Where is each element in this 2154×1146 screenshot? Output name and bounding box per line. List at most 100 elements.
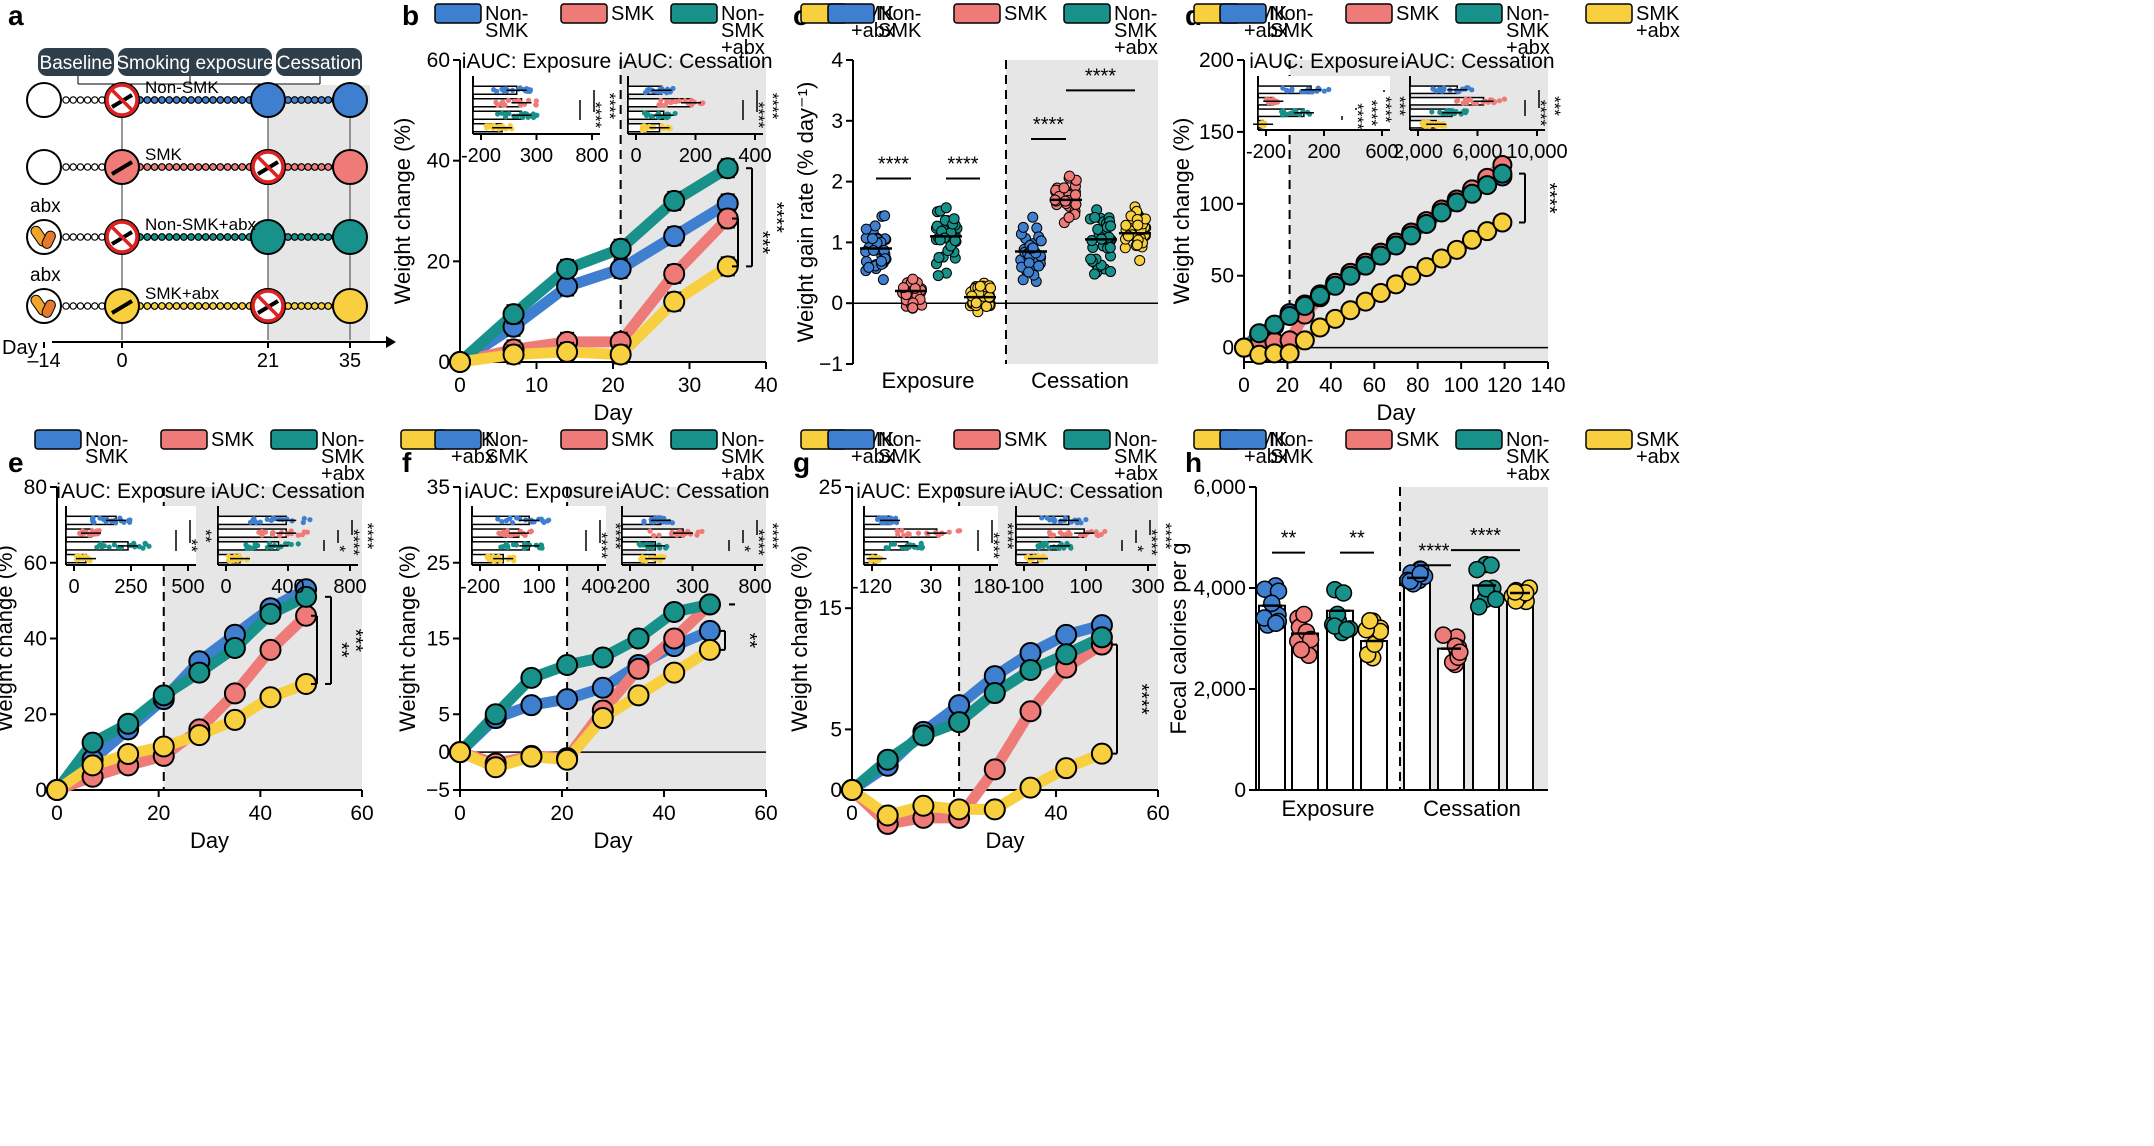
inset-dot-smk [505,97,512,103]
inset-dot-nonsmkabx [919,545,925,551]
data-point-nonsmkabx [1431,202,1452,223]
inset-dot-smkabx [1037,556,1043,563]
inset-dot-smkabx [495,553,502,560]
dot [194,96,203,104]
dot [297,302,306,310]
y-tick-label: 20 [427,250,450,273]
dot [187,96,196,104]
start-circle [26,149,62,185]
inset-dot-nonsmk [894,519,900,526]
legend-swatch-smk [160,429,208,450]
panel-letter-e: e [8,447,24,478]
dot [187,163,196,171]
phase-label: Baseline [40,53,113,74]
inset-tick-label: 0 [68,576,79,598]
inset-title: iAUC: Exposure [56,480,205,503]
data-point-smk [663,262,686,285]
legend-text-nonsmk: SMK [1270,446,1314,468]
inset-dot-smk [522,532,528,539]
bar-nonsmk [1258,604,1286,791]
inset-dot-nonsmk [500,87,507,94]
dot [317,233,326,241]
panel-letter-h: h [1185,447,1202,478]
data-point-nonsmk [1027,211,1039,223]
inset-dot-nonsmk [645,88,651,94]
data-point-smkabx [1055,757,1078,780]
dot [230,163,239,171]
axis-arrow [386,336,396,348]
inset-tick-label: 200 [679,145,712,167]
data-point-smk [907,273,919,285]
legend-text-smkabx: SMK [1636,429,1680,451]
data-point-smkabx [1361,611,1379,630]
dot [143,96,152,104]
inset-dot-smk [497,531,503,537]
y-tick-label: −5 [426,779,450,802]
sig-label: **** [1418,540,1449,562]
inset-title: iAUC: Exposure [462,50,611,73]
inset-dot-smk [699,100,705,107]
legend-swatch-smk [953,3,1001,24]
legend-text-nonsmkabx: +abx [1114,37,1158,59]
chart-g: 0204060051525DayWeight change (%)****iAU… [787,476,1175,853]
no-smoking-icon [250,149,286,185]
inset-dot-nonsmk [1074,520,1080,526]
legend-swatch-nonsmkabx [1455,3,1503,24]
inset-dot-smk [915,530,922,536]
y-tick-label: 100 [1199,193,1234,216]
inset-dot-nonsmkabx [643,112,650,119]
dot [157,302,166,310]
data-point-nonsmk [860,223,872,235]
dot [143,233,152,241]
inset-dot-smk [1455,98,1461,104]
inset-dot-smkabx [873,556,879,563]
inset-sig-label: **** [1531,100,1550,127]
inset-dot-nonsmkabx [885,545,891,551]
no-slash [255,154,281,180]
y-tick-label: 0 [1234,779,1246,802]
inset-sig-label: **** [984,532,1003,559]
sig-label: **** [1538,182,1560,213]
data-point-nonsmk [1267,614,1285,633]
inset-dot-nonsmk [641,518,647,524]
y-tick-label: 40 [24,628,47,651]
data-point-smkabx [1386,274,1406,295]
y-tick-label: 25 [819,476,842,499]
x-axis-label: Day [190,828,229,853]
inset-dot-nonsmkabx [636,541,642,547]
legend-text-smkabx: +abx [1636,446,1680,468]
dot [290,302,299,310]
inset-dot-nonsmk [1289,88,1295,94]
data-point-nonsmk [556,688,579,711]
pill-icon [30,294,56,318]
sig-label: ** [330,642,352,658]
dot [69,233,78,241]
x-tick-label: 140 [1530,374,1565,397]
y-tick-label: 50 [1211,265,1234,288]
inset-dot-nonsmkabx [530,114,536,121]
data-point-smkabx [520,745,543,768]
dot [304,163,313,171]
inset-dot-nonsmk [1283,87,1290,93]
dot [201,233,210,241]
inset-title: iAUC: Cessation [615,480,769,503]
inset-inset_exposure: iAUC: Exposure -200 100 400 ******** [460,480,625,598]
inset-dot-smk [533,98,539,104]
legend-text-smk: SMK [611,3,655,25]
inset-dot-smk [1496,98,1503,104]
inset-dot-smk [533,102,539,108]
inset-dot-nonsmkabx [888,541,895,547]
data-point-nonsmk [1411,565,1429,583]
day35-circle [332,219,368,255]
y-tick-label: 1 [831,231,843,254]
x-axis-label: Day [1376,400,1415,425]
category-label: Exposure [882,368,975,393]
dot [69,163,78,171]
x-tick-label: 80 [1406,374,1429,397]
legend-text-nonsmk: SMK [485,446,529,468]
chart-d: 0 20 40 60 80 100 120 140 0 50 100 150 200 Day Weight … [1169,49,1568,425]
no-slash [109,224,135,250]
data-point-nonsmkabx [1370,245,1391,266]
inset-dot-smkabx [505,556,511,563]
